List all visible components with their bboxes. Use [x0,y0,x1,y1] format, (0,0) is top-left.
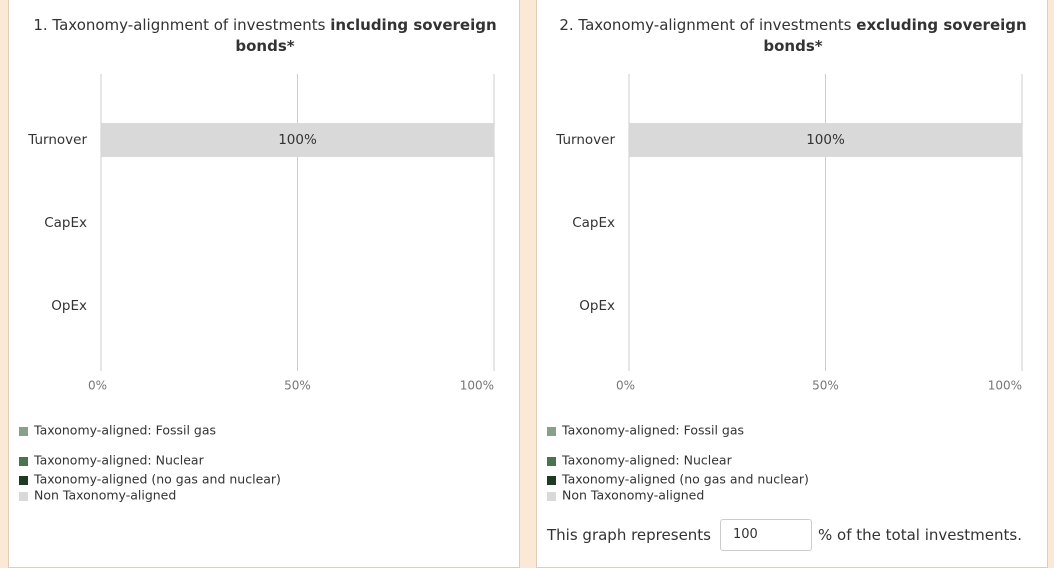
legend-label: Non Taxonomy-aligned [562,488,704,503]
title-text: 1. Taxonomy-alignment of investments [33,16,326,34]
chart-title: 2. Taxonomy-alignment of investments exc… [551,15,1035,57]
footer-text: % of the total investments. [818,526,1022,544]
legend-swatch [19,492,28,501]
legend-label: Taxonomy-aligned: Nuclear [561,453,733,468]
legend-swatch [19,457,28,466]
legend-label: Non Taxonomy-aligned [34,488,176,503]
title-emphasis: excluding sovereign bonds* [763,16,1027,55]
x-tick-label: 50% [812,379,839,393]
legend-swatch [547,476,556,485]
legend-label: Taxonomy-aligned: Fossil gas [33,423,216,438]
chart-panel: 1. Taxonomy-alignment of investments inc… [8,0,520,568]
x-tick-label: 0% [616,379,635,393]
y-tick-label: Turnover [27,132,87,148]
legend-swatch [19,476,28,485]
x-tick-label: 0% [88,379,107,393]
chart-title: 1. Taxonomy-alignment of investments inc… [23,15,507,57]
legend-label: Taxonomy-aligned: Nuclear [33,453,205,468]
y-tick-label: CapEx [44,215,87,231]
x-tick-label: 50% [284,379,311,393]
legend-swatch [547,427,556,436]
legend-label: Taxonomy-aligned: Fossil gas [561,423,744,438]
y-tick-label: OpEx [51,298,87,314]
percentage-input[interactable]: 100 [720,519,812,551]
x-tick-label: 100% [460,379,494,393]
data-label: 100% [278,132,317,148]
title-emphasis: including sovereign bonds* [235,16,497,55]
chart: 0% 50% 100% Turnover 100% CapEx OpEx Taxonomy-a… [547,74,1023,503]
y-tick-label: Turnover [555,132,615,148]
chart: 0% 50% 100% Turnover 100% CapEx OpEx Taxonomy-a… [19,74,495,503]
x-tick-label: 100% [988,379,1022,393]
legend-swatch [19,427,28,436]
legend-label: Taxonomy-aligned (no gas and nuclear) [33,472,281,487]
bar-segment [629,123,1022,157]
bar-segment [101,123,494,157]
footer-text: This graph represents [547,526,711,544]
chart-panel: 2. Taxonomy-alignment of investments exc… [536,0,1048,568]
data-label: 100% [806,132,845,148]
footer: This graph represents 100 % of the total… [547,519,1022,551]
legend-swatch [547,457,556,466]
title-text: 2. Taxonomy-alignment of investments [559,16,852,34]
legend-label: Taxonomy-aligned (no gas and nuclear) [561,472,809,487]
y-tick-label: OpEx [579,298,615,314]
legend-swatch [547,492,556,501]
y-tick-label: CapEx [572,215,615,231]
